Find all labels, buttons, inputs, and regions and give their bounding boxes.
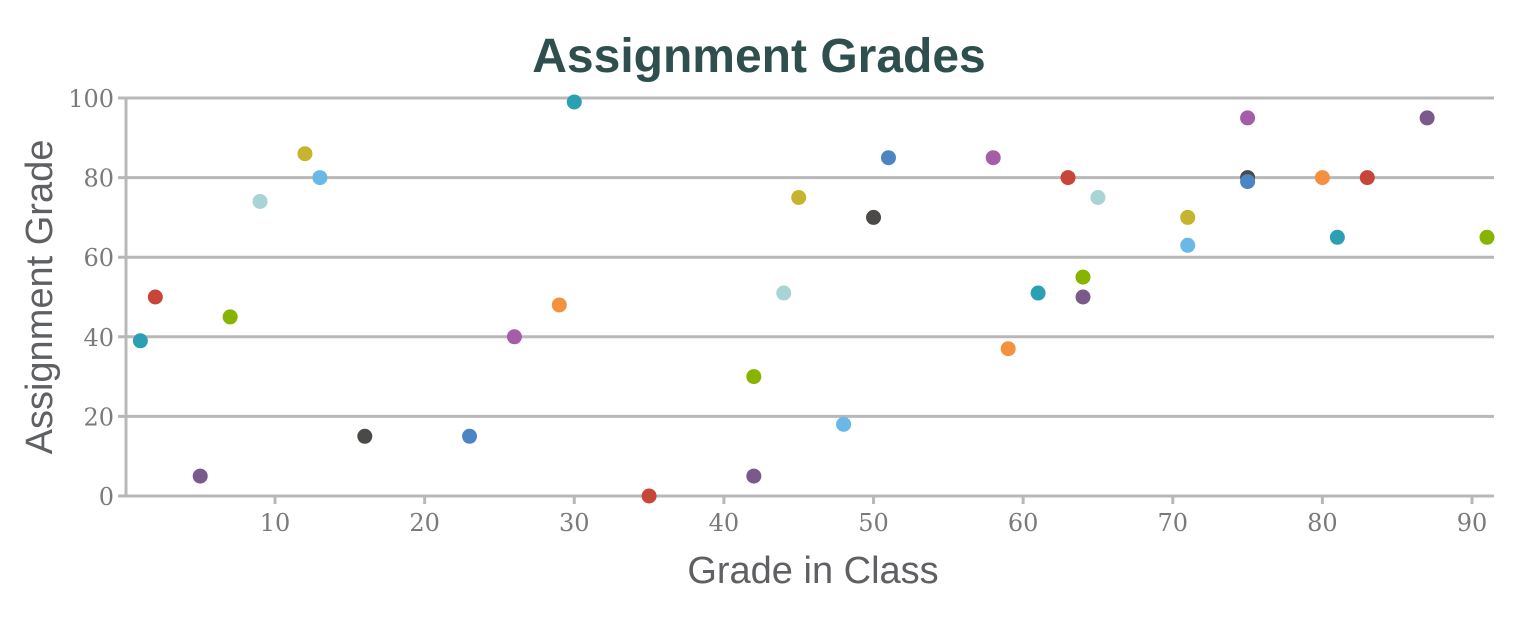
axes xyxy=(118,98,1494,504)
data-point-1 xyxy=(147,289,163,305)
data-point-20 xyxy=(985,150,1001,166)
data-point-0 xyxy=(132,333,148,349)
data-point-6 xyxy=(312,170,328,186)
x-tick-label-10: 10 xyxy=(260,509,291,537)
data-point-35 xyxy=(1419,110,1435,126)
x-tick-label-20: 20 xyxy=(409,509,440,537)
data-point-3 xyxy=(222,309,238,325)
data-point-25 xyxy=(1075,269,1091,285)
data-point-23 xyxy=(1060,170,1076,186)
chart-title: Assignment Grades xyxy=(532,30,985,83)
x-tick-label-80: 80 xyxy=(1307,509,1338,537)
data-point-33 xyxy=(1329,229,1345,245)
x-axis-title: Grade in Class xyxy=(687,550,938,592)
data-point-26 xyxy=(1090,190,1106,205)
y-tick-label-0: 0 xyxy=(99,483,114,511)
data-point-17 xyxy=(836,416,852,432)
data-point-36 xyxy=(1479,229,1495,245)
data-point-24 xyxy=(1075,289,1091,305)
x-tick-label-90: 90 xyxy=(1457,509,1488,537)
data-point-14 xyxy=(746,369,762,385)
data-point-8 xyxy=(462,428,478,444)
y-axis-title: Assignment Grade xyxy=(19,140,61,455)
data-point-15 xyxy=(776,285,792,301)
x-tick-label-70: 70 xyxy=(1158,509,1189,537)
y-tick-label-40: 40 xyxy=(83,324,114,352)
data-point-21 xyxy=(1000,341,1016,357)
data-point-30 xyxy=(1240,174,1256,190)
x-tick-label-60: 60 xyxy=(1008,509,1039,537)
x-tick-label-50: 50 xyxy=(858,509,889,537)
data-point-22 xyxy=(1030,285,1046,301)
data-point-16 xyxy=(791,190,807,205)
data-point-32 xyxy=(1314,170,1330,186)
data-point-4 xyxy=(252,193,268,209)
data-point-34 xyxy=(1359,170,1375,186)
gridlines xyxy=(118,96,1494,418)
data-point-31 xyxy=(1240,110,1256,126)
y-tick-label-100: 100 xyxy=(68,85,114,113)
x-tick-label-30: 30 xyxy=(559,509,590,537)
data-point-18 xyxy=(866,209,882,225)
data-point-12 xyxy=(641,488,657,504)
data-point-7 xyxy=(357,428,373,444)
tick-labels: 0 20 40 60 80 100 10 20 30 40 50 60 70 80 90 xyxy=(68,85,1487,537)
data-point-28 xyxy=(1180,237,1196,253)
data-point-10 xyxy=(551,297,567,313)
data-point-27 xyxy=(1180,209,1196,225)
data-point-11 xyxy=(566,94,582,110)
y-tick-label-20: 20 xyxy=(83,403,114,431)
data-point-9 xyxy=(506,329,522,345)
data-points xyxy=(132,94,1495,504)
data-point-5 xyxy=(297,146,313,162)
data-point-13 xyxy=(746,468,762,484)
x-tick-label-40: 40 xyxy=(709,509,740,537)
data-point-19 xyxy=(880,150,896,166)
y-tick-label-80: 80 xyxy=(83,165,114,193)
y-tick-label-60: 60 xyxy=(83,244,114,272)
data-point-2 xyxy=(192,468,208,484)
